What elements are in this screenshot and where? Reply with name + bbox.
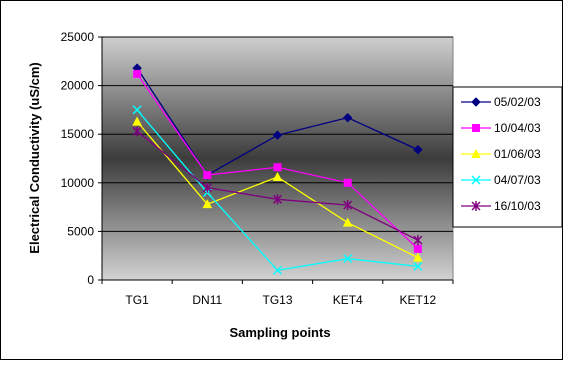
- legend-label: 16/10/03: [494, 199, 541, 213]
- data-point: [413, 235, 423, 246]
- series-layer: [132, 63, 423, 275]
- legend-marker: [471, 175, 481, 185]
- legend-item: 01/06/03: [461, 147, 541, 161]
- y-tick-label: 20000: [61, 79, 95, 93]
- y-tick-label: 15000: [61, 127, 95, 141]
- legend-label: 10/04/03: [494, 121, 541, 135]
- gridlines: [102, 36, 453, 232]
- y-tick-label: 0: [87, 273, 94, 287]
- axes: 0 5000 10000 15000 20000 25000 TG1 DN11 TG13 KET4…: [61, 30, 454, 307]
- data-point: [413, 261, 423, 271]
- legend-box: [452, 86, 563, 228]
- data-point: [272, 265, 283, 275]
- data-point: [343, 200, 353, 211]
- y-tick-label: 5000: [67, 224, 94, 238]
- legend-item: 05/02/03: [461, 95, 541, 109]
- data-point: [413, 244, 422, 253]
- data-point: [343, 254, 353, 264]
- y-axis-title: Electrical Conductivity (uS/cm): [27, 62, 42, 253]
- x-axis-title: Sampling points: [229, 325, 330, 340]
- x-tick-label: DN11: [192, 293, 222, 307]
- x-tick-label: TG13: [262, 293, 292, 307]
- legend-item: 10/04/03: [461, 121, 541, 135]
- x-tick-label: KET4: [333, 293, 363, 307]
- data-point: [202, 182, 212, 193]
- data-point: [132, 116, 142, 126]
- data-point: [343, 178, 352, 187]
- data-point: [132, 105, 142, 115]
- data-point: [413, 145, 423, 155]
- legend-marker: [471, 148, 481, 158]
- data-point: [342, 112, 353, 123]
- data-point: [132, 126, 142, 137]
- data-point: [272, 171, 283, 181]
- data-point: [272, 194, 283, 205]
- data-point: [133, 69, 142, 78]
- legend: 05/02/03 10/04/03 01/06/03 04/07/03 16/10/03: [461, 95, 541, 213]
- data-point: [202, 199, 213, 209]
- data-point: [413, 252, 423, 262]
- legend-item: 16/10/03: [461, 199, 541, 213]
- plot-area: [101, 36, 454, 281]
- y-tick-label: 10000: [61, 176, 95, 190]
- legend-marker: [472, 124, 480, 132]
- legend-label: 04/07/03: [494, 173, 541, 187]
- legend-label: 05/02/03: [494, 95, 541, 109]
- legend-marker: [471, 97, 481, 107]
- data-point: [273, 163, 282, 172]
- data-point: [203, 171, 212, 180]
- data-point: [342, 217, 353, 227]
- y-tick-label: 25000: [61, 30, 95, 44]
- x-tick-label: TG1: [125, 293, 149, 307]
- legend-marker: [471, 201, 481, 211]
- legend-item: 04/07/03: [461, 173, 541, 187]
- legend-label: 01/06/03: [494, 147, 541, 161]
- x-tick-label: KET12: [400, 293, 437, 307]
- data-point: [272, 130, 283, 140]
